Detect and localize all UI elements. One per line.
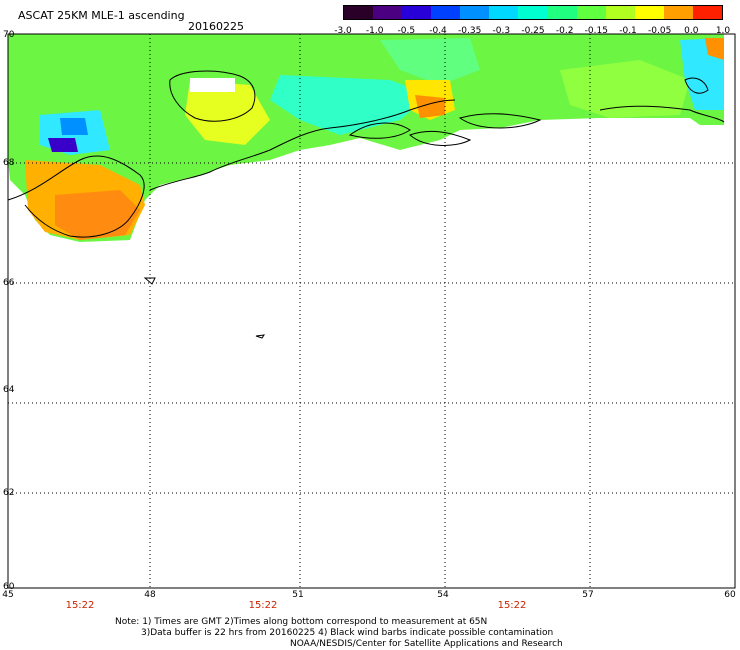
map-title: ASCAT 25KM MLE-1 ascending [18,9,185,22]
note-line-2: 3)Data buffer is 22 hrs from 20160225 4)… [141,628,554,638]
colorbar-label: -0.2 [555,26,574,36]
time-label: 15:22 [65,600,95,611]
colorbar-swatch [518,6,548,19]
time-label: 15:22 [497,600,527,611]
colorbar-swatch [547,6,577,19]
note-line-3: NOAA/NESDIS/Center for Satellite Applica… [290,639,563,649]
lon-label-51: 51 [292,590,304,600]
map-frame [7,33,736,589]
colorbar-swatch [576,6,606,19]
lat-label-60: 60 [3,582,15,592]
note-line-1: Note: 1) Times are GMT 2)Times along bot… [115,617,488,627]
colorbar-label: -0.1 [619,26,637,36]
colorbar-label: -0.15 [584,26,608,36]
lat-label-68: 68 [3,158,15,168]
colorbar-label: -3.0 [334,26,352,36]
lon-label-54: 54 [437,590,449,600]
colorbar-swatch [373,6,403,19]
colorbar-label: -0.05 [648,26,672,36]
coastlines [7,70,725,339]
colorbar-swatch [692,6,723,19]
map-date: 20160225 [188,20,244,33]
colorbar-label: -1.0 [365,26,384,36]
colorbar-swatch [605,6,635,19]
lon-label-48: 48 [144,590,156,600]
colorbar-label: 1.0 [715,26,731,36]
colorbar-swatch [489,6,519,19]
colorbar-swatch [344,6,374,19]
colorbar-label: -0.4 [429,26,447,36]
lat-lon-grid [8,34,735,588]
lat-label-64: 64 [3,385,15,395]
colorbar [343,5,723,20]
colorbar-label: -0.35 [458,26,482,36]
lon-label-60: 60 [724,590,736,600]
colorbar-label: -0.3 [492,26,511,36]
colorbar-swatch [431,6,461,19]
lat-label-66: 66 [3,278,15,288]
lon-label-57: 57 [582,590,594,600]
colorbar-swatch [663,6,693,19]
colorbar-label: -0.25 [521,26,545,36]
colorbar-label: -0.5 [397,26,416,36]
colorbar-label: 0.0 [684,26,699,36]
lat-label-62: 62 [3,488,15,498]
colorbar-swatch [634,6,664,19]
colorbar-swatch [402,6,432,19]
colorbar-swatch [460,6,490,19]
lon-label-45: 45 [2,590,14,600]
lat-label-70: 70 [3,30,15,40]
time-label: 15:22 [248,600,278,611]
